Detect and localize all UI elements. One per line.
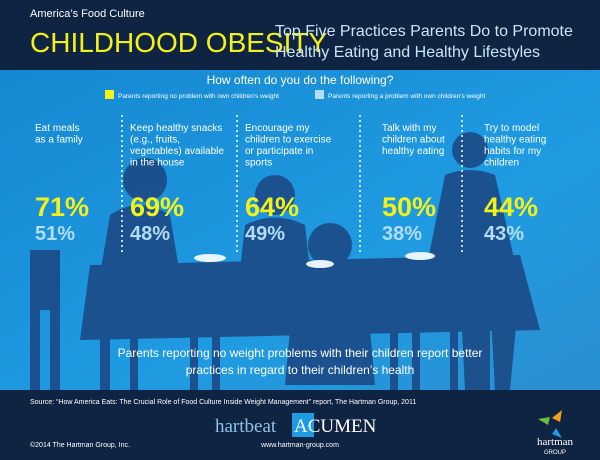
practice-label: as a family: [35, 135, 83, 146]
question: How often do you do the following?: [207, 73, 394, 87]
value-problem: 48%: [130, 223, 170, 245]
header-band: [0, 0, 600, 70]
value-problem: 51%: [35, 223, 75, 245]
practice-label: vegetables) available: [130, 146, 224, 157]
practice-label: children: [484, 158, 519, 169]
practice-label: habits for my: [484, 146, 541, 157]
practice-label: children to exercise: [245, 135, 332, 146]
family-silhouette: [30, 132, 540, 390]
value-problem: 43%: [484, 223, 524, 245]
practice-label: Eat meals: [35, 123, 79, 134]
title: CHILDHOOD OBESITY: [30, 27, 327, 58]
practice-label: children about: [382, 135, 445, 146]
copyright: ©2014 The Hartman Group, Inc.: [30, 441, 130, 449]
legend-swatch: [315, 90, 324, 99]
summary: Parents reporting no weight problems wit…: [118, 346, 483, 360]
value-no-problem: 50%: [382, 192, 436, 222]
brand: ACUMEN: [294, 416, 377, 437]
practice-label: Keep healthy snacks: [130, 123, 222, 134]
practice-label: in the house: [130, 158, 185, 169]
practice-label: Try to model: [484, 123, 539, 134]
source: Source: “How America Eats: The Crucial R…: [30, 399, 416, 406]
legend-label: Parents reporting a problem with own chi…: [328, 93, 486, 100]
subtitle: Healthy Eating and Healthy Lifestyles: [275, 44, 540, 61]
logo-mark: [538, 410, 562, 438]
summary: practices in regard to their children’s …: [186, 363, 415, 377]
brand: hartbeat: [215, 416, 277, 437]
url: www.hartman-group.com: [260, 442, 339, 449]
subtitle: Top Five Practices Parents Do to Promote: [275, 23, 573, 40]
practice-label: sports: [245, 158, 272, 169]
legend-swatch: [105, 90, 114, 99]
practice-label: (e.g., fruits,: [130, 135, 180, 146]
value-problem: 49%: [245, 223, 285, 245]
value-no-problem: 71%: [35, 192, 89, 222]
practice-label: healthy eating: [484, 135, 546, 146]
logo: hartman: [537, 436, 574, 448]
practice-label: or participate in: [245, 146, 313, 157]
logo: GROUP: [544, 450, 566, 456]
value-no-problem: 44%: [484, 192, 538, 222]
practice-label: healthy eating: [382, 146, 444, 157]
legend-label: Parents reporting no problem with own ch…: [118, 93, 279, 100]
practice-label: Talk with my: [382, 123, 436, 134]
plates: [194, 252, 435, 268]
practice-label: Encourage my: [245, 123, 309, 134]
value-no-problem: 69%: [130, 192, 184, 222]
brand-box: [292, 413, 314, 437]
kicker: America’s Food Culture: [30, 8, 145, 20]
value-no-problem: 64%: [245, 192, 299, 222]
value-problem: 38%: [382, 223, 422, 245]
